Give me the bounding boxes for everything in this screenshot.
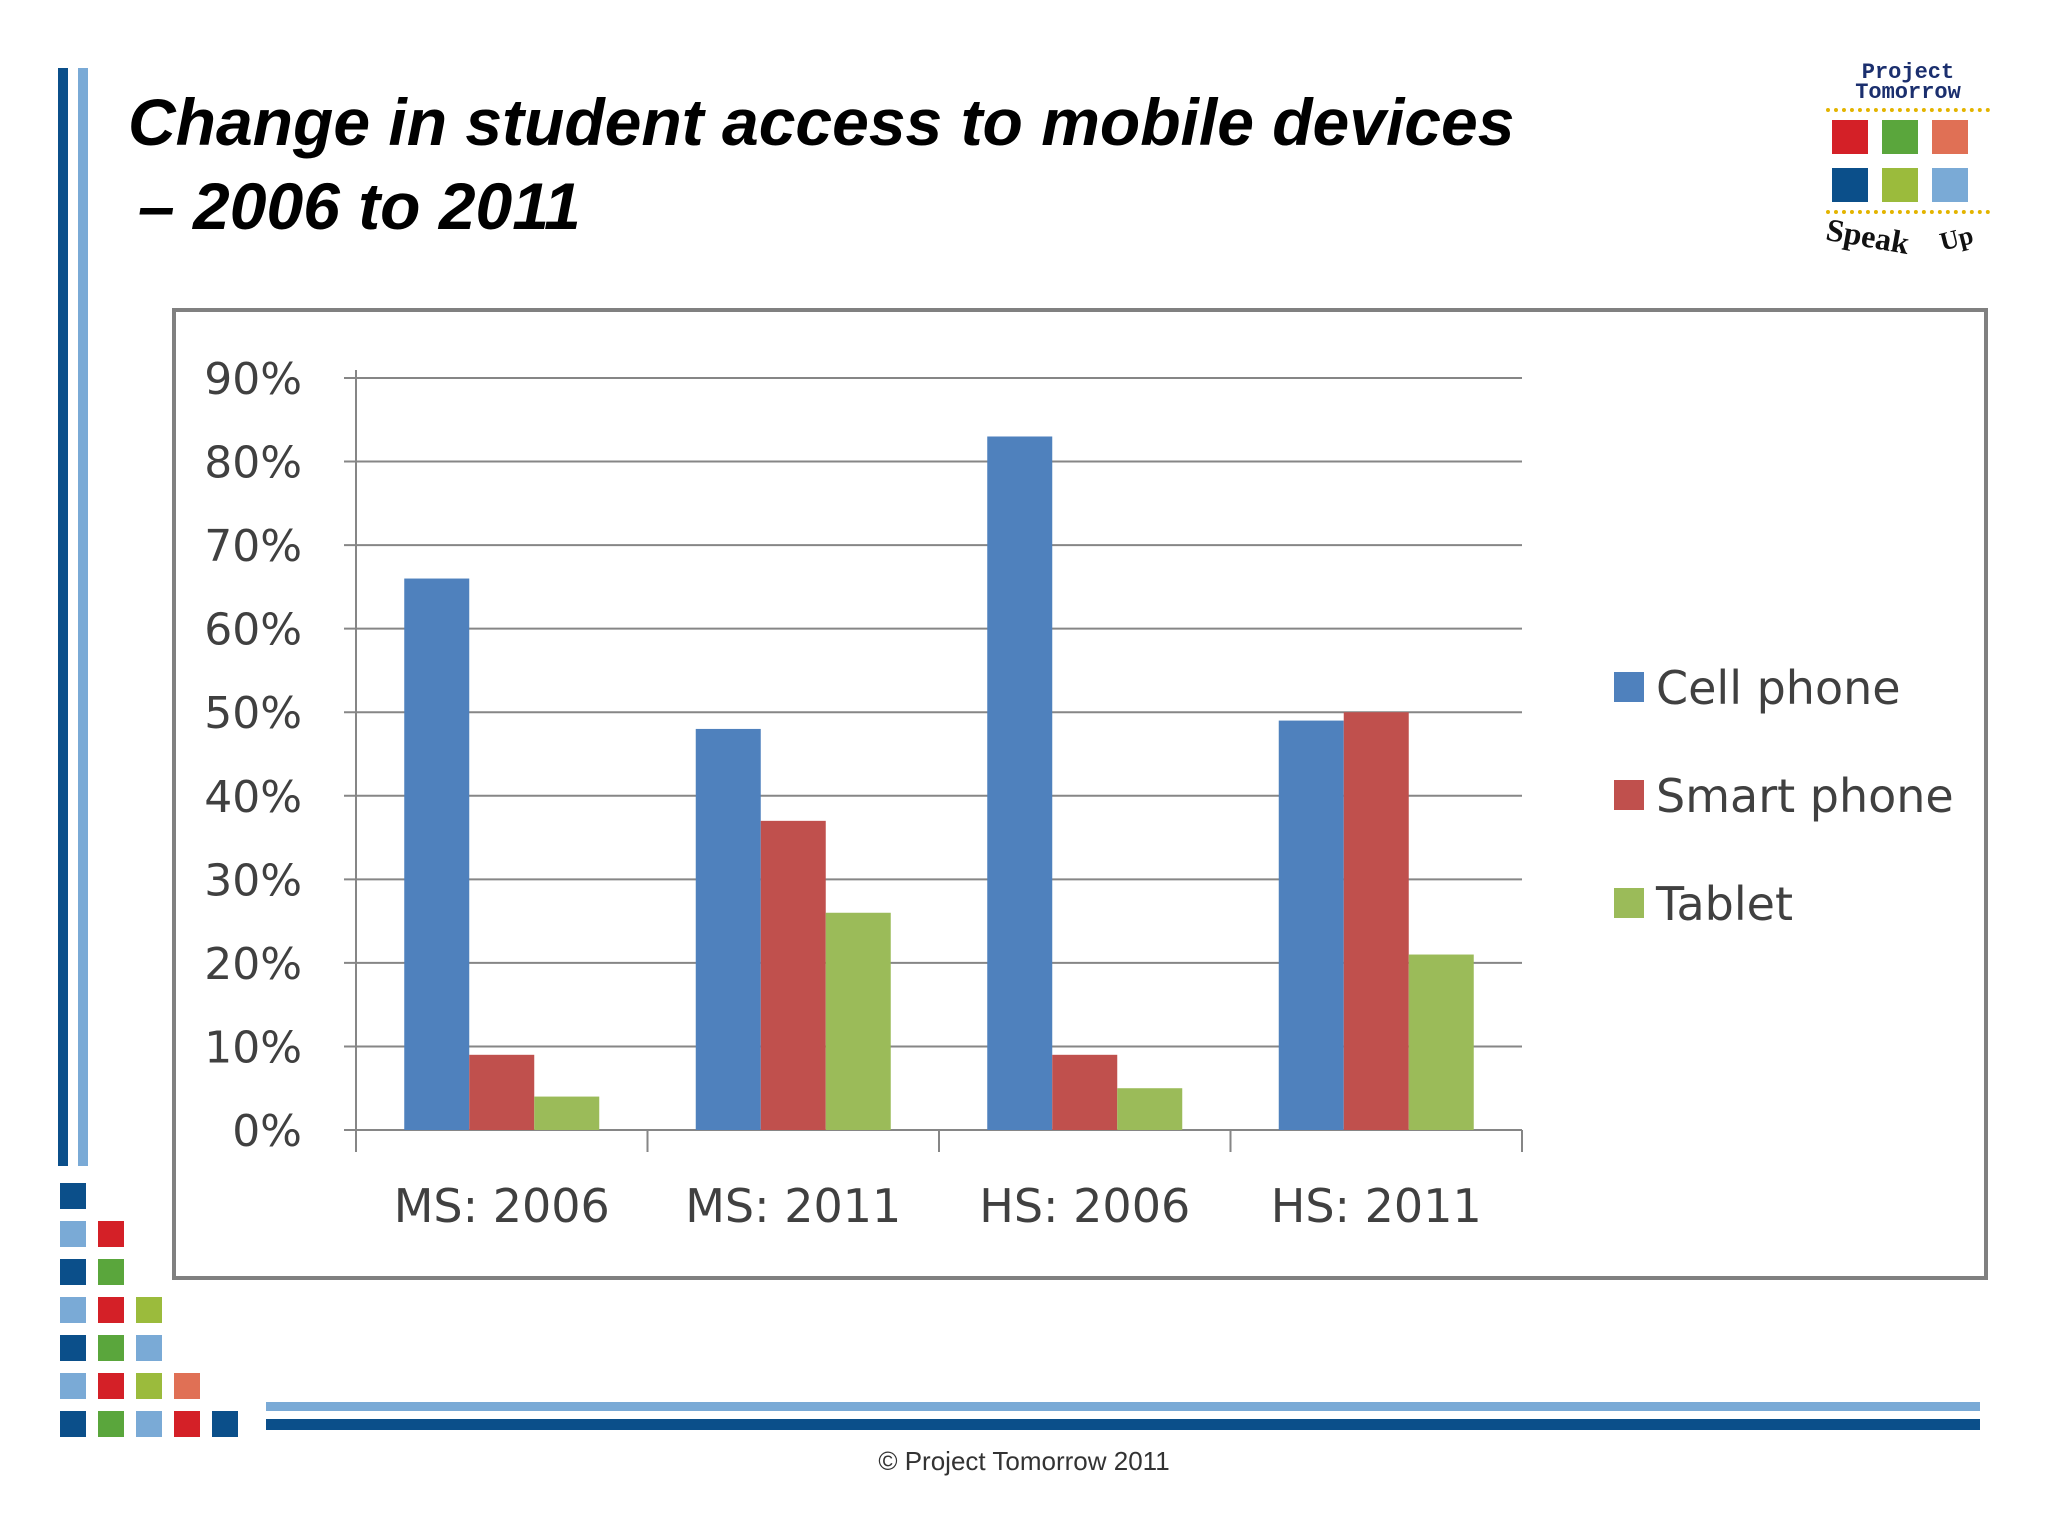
logo-dotted-rule-bottom [1826, 210, 1990, 214]
y-tick-label: 40% [204, 772, 302, 823]
x-tick-label: HS: 2011 [1271, 1179, 1482, 1233]
decorative-square [174, 1373, 200, 1399]
decorative-square [60, 1259, 86, 1285]
bar [469, 1054, 535, 1130]
decorative-square [60, 1411, 86, 1437]
logo-tagline-word-2: Up [1936, 220, 1976, 257]
bar [760, 820, 826, 1130]
x-tick-label: HS: 2006 [979, 1179, 1190, 1233]
project-tomorrow-logo: Project Tomorrow Speak Up [1818, 58, 1998, 268]
logo-square-navy [1832, 168, 1868, 202]
footer-line-dark [266, 1419, 1980, 1430]
logo-square-red [1832, 120, 1868, 154]
decorative-square [174, 1411, 200, 1437]
decorative-square [60, 1373, 86, 1399]
logo-square-lime [1882, 168, 1918, 202]
chart-frame: 0% 10% 20% 30% 40% 50% 60% 70% 80% 90% MS: 2006 MS:… [172, 308, 1988, 1280]
decorative-square [136, 1335, 162, 1361]
bar [825, 912, 891, 1130]
legend-label: Tablet [1655, 877, 1793, 931]
y-tick-label: 20% [204, 939, 302, 990]
x-tick-label: MS: 2011 [685, 1179, 901, 1233]
slide-title-line-1: Change in student access to mobile devic… [128, 85, 1515, 159]
logo-dotted-rule-top [1826, 108, 1990, 112]
logo-square-sky [1932, 168, 1968, 202]
bar [1052, 1054, 1118, 1130]
y-tick-label: 10% [204, 1022, 302, 1073]
legend-swatch [1614, 780, 1644, 810]
bar [1117, 1088, 1183, 1130]
decorative-square [98, 1221, 124, 1247]
legend-swatch [1614, 888, 1644, 918]
legend-label: Smart phone [1656, 769, 1954, 823]
bar [987, 436, 1053, 1130]
decorative-square [60, 1183, 86, 1209]
decorative-square [136, 1297, 162, 1323]
x-tick-label: MS: 2006 [394, 1179, 610, 1233]
y-tick-label: 0% [232, 1106, 302, 1157]
bar [1408, 954, 1474, 1130]
bar [404, 578, 470, 1130]
logo-square-salmon [1932, 120, 1968, 154]
decorative-square [98, 1411, 124, 1437]
y-tick-label: 70% [204, 521, 302, 572]
bar [1278, 720, 1344, 1130]
bar [1343, 712, 1409, 1130]
decorative-square [136, 1411, 162, 1437]
bar-chart: 0% 10% 20% 30% 40% 50% 60% 70% 80% 90% MS: 2006 MS:… [204, 354, 1954, 1233]
logo-text-line-1: Project [1861, 60, 1955, 85]
slide-title: Change in student access to mobile devic… [128, 80, 1628, 248]
y-tick-label: 90% [204, 354, 302, 405]
decorative-square [98, 1373, 124, 1399]
legend-label: Cell phone [1656, 661, 1901, 715]
decorative-square [98, 1297, 124, 1323]
decorative-square [60, 1297, 86, 1323]
decorative-square [60, 1221, 86, 1247]
left-accent-bar-light [78, 68, 88, 1166]
bar [534, 1096, 600, 1130]
y-tick-label: 80% [204, 438, 302, 489]
decorative-square [212, 1411, 238, 1437]
footer-copyright: © Project Tomorrow 2011 [878, 1446, 1170, 1476]
legend-swatch [1614, 672, 1644, 702]
logo-square-green [1882, 120, 1918, 154]
decorative-square [60, 1335, 86, 1361]
y-tick-label: 50% [204, 688, 302, 739]
y-tick-label: 60% [204, 605, 302, 656]
y-tick-label: 30% [204, 855, 302, 906]
logo-tagline-word-1: Speak [1823, 211, 1913, 261]
decorative-square [98, 1259, 124, 1285]
logo-tagline: Speak Up [1824, 211, 2006, 261]
bar [695, 728, 761, 1130]
decorative-square [98, 1335, 124, 1361]
slide-title-line-2: – 2006 to 2011 [138, 169, 581, 243]
left-accent-bar-dark [58, 68, 68, 1166]
footer-line-light [266, 1402, 1980, 1411]
decorative-square [136, 1373, 162, 1399]
logo-text-line-2: Tomorrow [1855, 80, 1961, 105]
